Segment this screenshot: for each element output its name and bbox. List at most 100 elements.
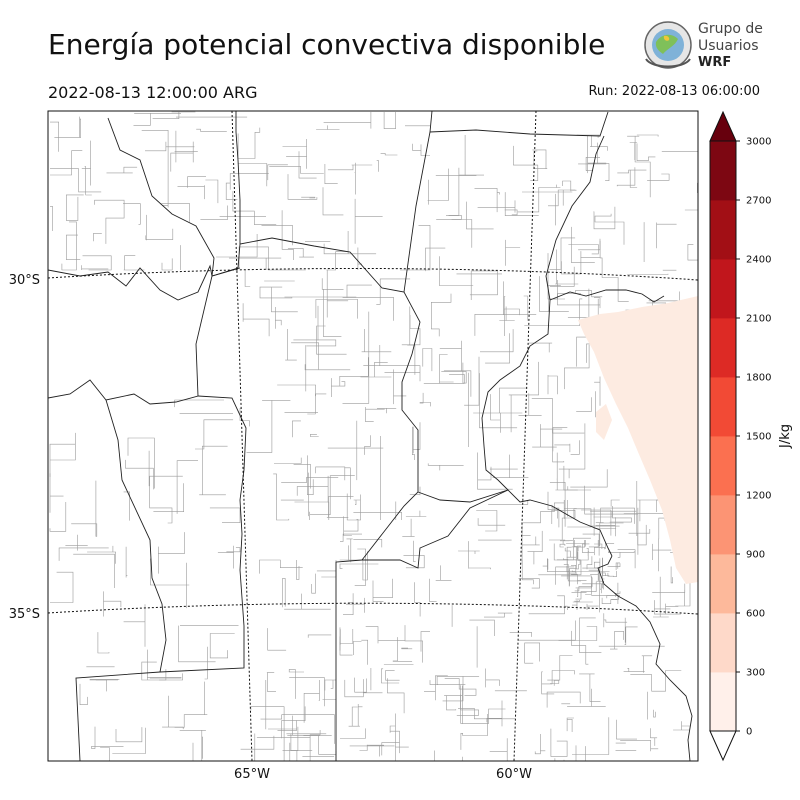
department-boundary [630, 670, 682, 692]
department-boundary [393, 369, 407, 405]
department-boundary [244, 270, 251, 287]
department-boundary [636, 134, 659, 137]
department-boundary [315, 466, 351, 500]
department-boundary [353, 539, 383, 548]
department-boundary [505, 239, 521, 266]
department-boundary [549, 482, 566, 527]
lat-tick-30S: 30°S [9, 273, 40, 288]
department-boundary [574, 577, 593, 592]
valid-time-label: 2022-08-13 12:00:00 ARG [48, 83, 258, 102]
department-boundary [549, 237, 576, 270]
department-boundary [322, 187, 344, 216]
department-boundary [492, 454, 529, 478]
department-boundary [547, 375, 558, 395]
department-boundary [412, 426, 415, 460]
department-boundary [282, 139, 307, 169]
department-boundary [554, 758, 565, 761]
department-boundary [436, 676, 480, 685]
department-boundary [174, 681, 208, 728]
wrf-users-group-logo: Grupo de Usuarios WRF [638, 14, 778, 76]
department-boundary [439, 340, 472, 397]
department-boundary [158, 532, 185, 574]
department-boundary [323, 112, 372, 129]
department-boundary [456, 685, 479, 716]
department-boundary [365, 407, 385, 422]
department-boundary [66, 194, 84, 221]
department-boundary [431, 293, 452, 337]
department-boundary [563, 465, 591, 491]
department-boundary [307, 634, 332, 638]
department-boundary [607, 571, 617, 577]
department-boundary [647, 173, 670, 181]
department-boundary [112, 727, 146, 754]
department-boundary [286, 726, 327, 751]
department-boundary [571, 540, 578, 548]
department-boundary [149, 475, 183, 524]
department-boundary [342, 311, 370, 404]
department-boundary [353, 499, 361, 505]
department-boundary [476, 510, 498, 532]
department-boundary [326, 496, 354, 518]
department-boundary [429, 680, 466, 685]
department-boundary [458, 550, 480, 554]
department-boundary [288, 669, 304, 699]
department-boundary [595, 507, 635, 524]
lat-tick-35S: 35°S [9, 607, 40, 622]
department-boundary [217, 545, 234, 569]
department-boundary [237, 163, 268, 187]
department-boundary [115, 727, 143, 743]
department-boundary [229, 257, 282, 270]
department-boundary [387, 678, 405, 714]
department-boundary [518, 578, 540, 589]
department-boundary [557, 280, 601, 309]
department-boundary [568, 244, 599, 255]
department-boundary [541, 671, 555, 695]
department-boundary [82, 255, 112, 271]
department-boundary [423, 374, 465, 384]
department-boundary [571, 226, 595, 263]
department-boundary [326, 251, 349, 271]
department-boundary [499, 306, 515, 321]
department-boundary [250, 706, 285, 761]
department-boundary [89, 679, 120, 681]
department-boundary [575, 290, 603, 298]
department-boundary [523, 295, 529, 321]
department-boundary [531, 398, 585, 434]
department-boundary [422, 348, 433, 372]
department-boundary [259, 559, 303, 574]
colorbar-tick-label: 1200 [746, 491, 771, 502]
department-boundary [412, 143, 430, 156]
department-boundary [458, 708, 515, 720]
department-boundary [451, 219, 473, 248]
department-boundary [508, 361, 539, 433]
department-boundary [540, 428, 565, 463]
department-boundary [504, 209, 518, 216]
department-boundary [267, 164, 288, 181]
department-boundary [61, 221, 77, 271]
department-boundary [542, 559, 549, 570]
department-boundary [141, 661, 167, 681]
department-boundary [242, 303, 270, 337]
department-boundary [413, 540, 416, 562]
department-boundary [141, 130, 169, 208]
department-boundary [161, 203, 190, 222]
department-boundary [346, 538, 353, 563]
department-boundary [79, 683, 88, 705]
department-boundary [518, 393, 542, 416]
department-boundary [572, 600, 578, 610]
department-boundary [522, 536, 540, 546]
colorbar-tick-label: 1800 [746, 373, 771, 384]
department-boundary [593, 206, 616, 230]
department-boundary [528, 595, 565, 615]
department-boundary [296, 560, 300, 580]
department-boundary [581, 509, 612, 536]
department-boundary [266, 672, 276, 692]
department-boundary [582, 578, 605, 585]
department-boundary [627, 273, 669, 275]
department-boundary [179, 730, 206, 761]
figure-title: Energía potencial convectiva disponible [48, 28, 606, 61]
department-boundary [547, 558, 578, 587]
department-boundary [402, 518, 415, 537]
department-boundary [321, 278, 344, 337]
